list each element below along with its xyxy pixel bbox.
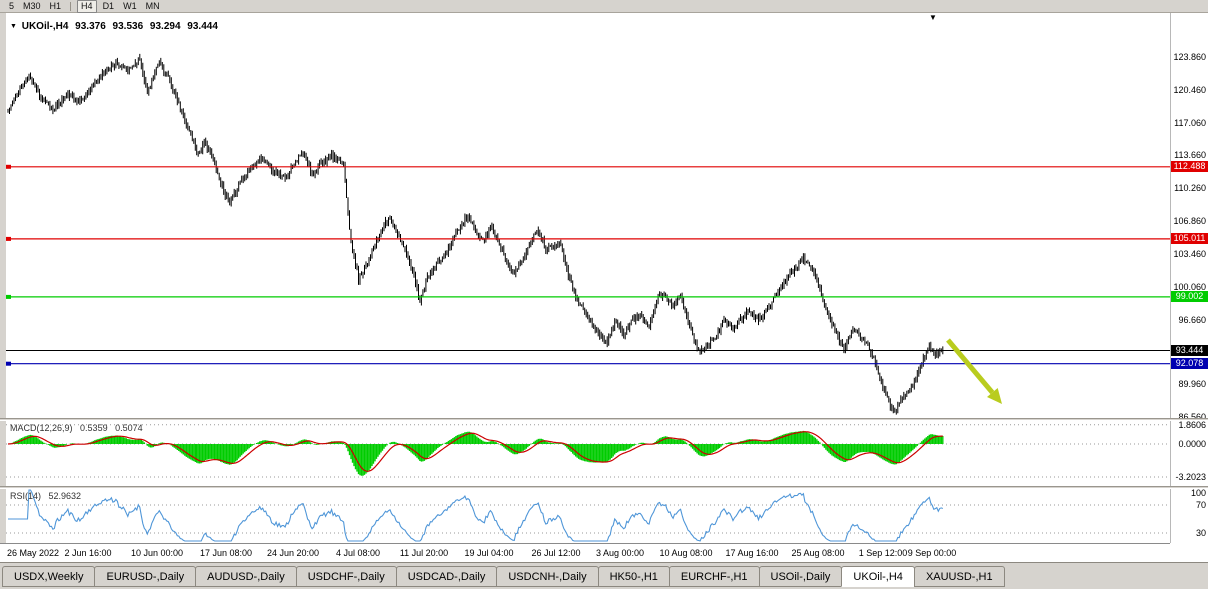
price-axis-label: 103.460 <box>1173 249 1206 259</box>
time-axis-label: 10 Aug 08:00 <box>659 548 713 558</box>
hline-price-badge: 105.011 <box>1171 233 1208 244</box>
price-axis-label: 123.860 <box>1173 52 1206 62</box>
ohlc-open: 93.376 <box>75 21 106 32</box>
macd-indicator-label: MACD(12,26,9) 0.5359 0.5074 <box>10 423 148 433</box>
time-axis-label: 19 Jul 04:00 <box>464 548 514 558</box>
main-chart-canvas[interactable] <box>6 13 1170 420</box>
rsi-axis-label: 100 <box>1190 488 1206 498</box>
price-axis-label: 86.560 <box>1178 412 1206 422</box>
macd-axis-label: -3.2023 <box>1175 472 1206 482</box>
price-axis-label: 120.460 <box>1173 85 1206 95</box>
time-axis-label: 9 Sep 00:00 <box>907 548 957 558</box>
rsi-indicator-label: RSI(14) 52.9632 <box>10 491 86 501</box>
timeframe-button-h1[interactable]: H1 <box>49 0 62 11</box>
hline-price-badge: 112.488 <box>1171 161 1208 172</box>
price-axis-label: 89.960 <box>1178 379 1206 389</box>
macd-axis: 1.8606 0.0000 -3.2023 <box>1170 420 1208 488</box>
tab-usdchf-daily[interactable]: USDCHF-,Daily <box>295 566 397 587</box>
timeframe-button-w1[interactable]: W1 <box>123 0 137 11</box>
timeframe-button-mn[interactable]: MN <box>145 0 160 11</box>
macd-axis-label: 1.8606 <box>1178 420 1206 430</box>
time-axis-label: 25 Aug 08:00 <box>791 548 845 558</box>
hline-price-badge: 92.078 <box>1171 358 1208 369</box>
chart-tabs-bar: USDX,Weekly EURUSD-,Daily AUDUSD-,Daily USD… <box>0 562 1208 589</box>
macd-signal-value: 0.5074 <box>115 423 143 433</box>
time-axis-label: 17 Aug 16:00 <box>725 548 779 558</box>
time-axis-label: 17 Jun 08:00 <box>199 548 253 558</box>
price-axis-border <box>1170 13 1171 543</box>
macd-splitter[interactable] <box>0 418 1208 421</box>
tab-eurusd-daily[interactable]: EURUSD-,Daily <box>94 566 197 587</box>
time-axis-label: 24 Jun 20:00 <box>266 548 320 558</box>
time-axis[interactable]: 26 May 2022 2 Jun 16:00 10 Jun 00:00 17 Jun… <box>0 543 1170 562</box>
macd-main-value: 0.5359 <box>80 423 108 433</box>
rsi-axis-label: 70 <box>1195 500 1206 510</box>
price-axis-label: 110.260 <box>1174 183 1206 193</box>
tab-usdx-weekly[interactable]: USDX,Weekly <box>2 566 96 587</box>
price-axis-label: 117.060 <box>1174 118 1206 128</box>
timeframe-button-h4[interactable]: H4 <box>77 0 97 13</box>
timeframe-button-m30[interactable]: M30 <box>23 0 41 11</box>
price-axis-label: 100.060 <box>1173 282 1206 292</box>
tab-audusd-daily[interactable]: AUDUSD-,Daily <box>195 566 297 587</box>
chart-left-frame <box>0 13 6 562</box>
chart-symbol-label: UKOil-,H4 <box>21 21 69 32</box>
macd-chart-canvas[interactable] <box>6 420 1170 488</box>
time-axis-label: 2 Jun 16:00 <box>64 548 112 558</box>
rsi-axis: 100 70 30 <box>1170 488 1208 543</box>
tab-hk50-h1[interactable]: HK50-,H1 <box>597 566 670 587</box>
price-axis-label: 113.660 <box>1174 150 1206 160</box>
time-axis-label: 26 May 2022 <box>6 548 60 558</box>
price-axis-label: 96.660 <box>1178 315 1206 325</box>
toolbar-separator <box>70 1 72 11</box>
rsi-value: 52.9632 <box>48 491 82 501</box>
hline-price-badge: 99.002 <box>1171 291 1208 302</box>
current-price-badge: 93.444 <box>1171 345 1208 356</box>
tab-usoil-daily[interactable]: USOil-,Daily <box>758 566 843 587</box>
rsi-splitter[interactable] <box>0 486 1208 489</box>
time-axis-label: 3 Aug 00:00 <box>595 548 645 558</box>
tab-xauusd-h1[interactable]: XAUUSD-,H1 <box>913 566 1005 587</box>
time-axis-label: 1 Sep 12:00 <box>858 548 908 558</box>
timeframe-toolbar: 5 M30 H1 H4 D1 W1 MN <box>0 0 1208 13</box>
ohlc-low: 93.294 <box>149 21 181 32</box>
chart-shift-icon[interactable]: ▼ <box>929 13 937 22</box>
tab-usdcnh-daily[interactable]: USDCNH-,Daily <box>496 566 599 587</box>
tab-usdcad-daily[interactable]: USDCAD-,Daily <box>395 566 498 587</box>
time-axis-label: 10 Jun 00:00 <box>130 548 184 558</box>
macd-name: MACD(12,26,9) <box>10 423 73 433</box>
ohlc-high: 93.536 <box>112 21 144 32</box>
timeframe-button-d1[interactable]: D1 <box>102 0 115 11</box>
chart-ohlc-title: ▼ UKOil-,H4 93.376 93.536 93.294 93.444 <box>10 21 222 32</box>
time-axis-label: 26 Jul 12:00 <box>531 548 581 558</box>
rsi-chart-canvas[interactable] <box>6 488 1170 543</box>
time-axis-label: 4 Jul 08:00 <box>335 548 381 558</box>
time-axis-label: 11 Jul 20:00 <box>399 548 449 558</box>
rsi-name: RSI(14) <box>10 491 42 501</box>
main-price-axis: 123.860 120.460 117.060 113.660 110.260 106.8… <box>1170 13 1208 422</box>
price-axis-label: 106.860 <box>1173 216 1206 226</box>
tab-ukoil-h4[interactable]: UKOil-,H4 <box>841 566 915 587</box>
ohlc-close: 93.444 <box>187 21 218 32</box>
macd-axis-label: 0.0000 <box>1178 439 1206 449</box>
chart-dropdown-icon: ▼ <box>10 23 17 30</box>
tab-eurchf-h1[interactable]: EURCHF-,H1 <box>668 566 760 587</box>
timeframe-button-5[interactable]: 5 <box>9 0 15 11</box>
rsi-axis-label: 30 <box>1195 528 1206 538</box>
